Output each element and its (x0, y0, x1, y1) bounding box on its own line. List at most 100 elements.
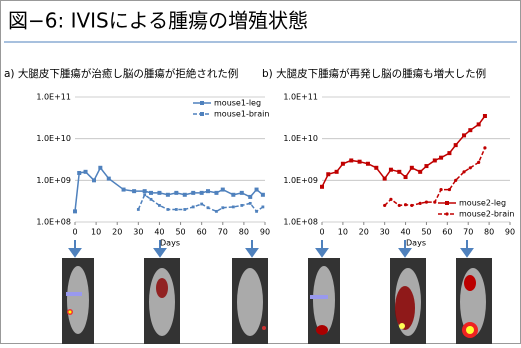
marker (150, 198, 153, 201)
y-tick-label: 1.0E+09 (283, 176, 318, 185)
marker (175, 208, 178, 211)
x-tick-label: 70 (463, 228, 473, 237)
y-tick-label: 1.0E+10 (283, 134, 318, 143)
marker (231, 193, 235, 197)
y-tick-label: 1.0E+08 (283, 218, 318, 227)
marker (383, 177, 387, 181)
y-tick-label: 1.0E+08 (36, 218, 71, 227)
marker (469, 166, 472, 169)
x-tick-label: 50 (421, 228, 431, 237)
marker (320, 185, 324, 189)
mouse-photo (62, 258, 94, 344)
x-tick-label: 40 (400, 228, 410, 237)
marker (404, 175, 408, 179)
marker (483, 114, 487, 118)
marker (462, 133, 466, 137)
marker (468, 128, 472, 132)
x-tick-label: 50 (175, 228, 185, 237)
marker (341, 162, 345, 166)
marker (215, 210, 218, 213)
marker (249, 202, 252, 205)
marker (132, 189, 136, 193)
x-tick-label: 90 (505, 228, 515, 237)
marker (77, 171, 81, 175)
legend-label: mouse2-leg (459, 199, 506, 208)
marker (255, 188, 259, 192)
marker (418, 170, 422, 174)
marker (425, 201, 428, 204)
marker (433, 158, 437, 162)
x-tick-label: 40 (154, 228, 164, 237)
marker (410, 204, 413, 207)
mouse-photo (144, 258, 180, 344)
marker (157, 191, 161, 195)
marker (255, 210, 258, 213)
marker (454, 179, 457, 182)
marker (137, 208, 140, 211)
legend-marker (445, 212, 448, 215)
marker (174, 191, 178, 195)
marker (158, 204, 161, 207)
marker (383, 204, 386, 207)
marker (221, 206, 224, 209)
marker (404, 203, 407, 206)
marker (232, 206, 235, 209)
x-tick-label: 70 (218, 228, 228, 237)
figure-title: 図−6: IVISによる腫瘍の増殖状態 (8, 9, 308, 33)
marker (454, 143, 458, 147)
marker (149, 191, 153, 195)
marker (200, 203, 203, 206)
marker (221, 188, 225, 192)
x-tick-label: 10 (338, 228, 348, 237)
y-tick-label: 1.0E+09 (36, 176, 71, 185)
x-tick-label: 90 (260, 228, 270, 237)
marker (143, 193, 146, 196)
marker (240, 191, 244, 195)
marker (207, 206, 210, 209)
marker (374, 166, 378, 170)
marker (433, 201, 436, 204)
chart-subtitle: a) 大腿皮下腫瘍が治癒し脳の腫瘍が拒絶された例 (4, 67, 238, 80)
marker (248, 195, 252, 199)
marker (448, 188, 451, 191)
legend-label: mouse1-brain (214, 110, 269, 119)
marker (107, 177, 111, 181)
legend-marker (200, 112, 204, 116)
marker (98, 166, 102, 170)
marker (191, 191, 195, 195)
marker (206, 189, 210, 193)
x-tick-label: 80 (239, 228, 249, 237)
figure: 図−6: IVISによる腫瘍の増殖状態 (0, 0, 521, 344)
x-tick-label: 0 (319, 228, 324, 237)
mouse-photo (456, 258, 492, 344)
marker (192, 206, 195, 209)
marker (92, 178, 96, 182)
legend-label: mouse2-brain (459, 210, 514, 219)
marker (183, 193, 187, 197)
marker (183, 208, 186, 211)
marker (389, 198, 392, 201)
marker (410, 166, 414, 170)
x-tick-label: 30 (133, 228, 143, 237)
mouse-photo (232, 258, 268, 344)
legend-label: mouse1-leg (214, 99, 261, 108)
marker (397, 170, 401, 174)
mouse-photo (390, 258, 426, 344)
marker (477, 161, 480, 164)
y-tick-label: 1.0E+11 (283, 93, 318, 102)
mouse-photo (308, 258, 340, 344)
x-tick-label: 60 (197, 228, 207, 237)
marker (419, 202, 422, 205)
marker (462, 170, 465, 173)
x-tick-label: 0 (72, 228, 77, 237)
marker (389, 168, 393, 172)
marker (200, 191, 204, 195)
marker (398, 204, 401, 207)
marker (143, 189, 147, 193)
x-tick-label: 60 (442, 228, 452, 237)
marker (240, 204, 243, 207)
marker (166, 208, 169, 211)
marker (447, 151, 451, 155)
marker (349, 158, 353, 162)
marker (73, 209, 77, 213)
